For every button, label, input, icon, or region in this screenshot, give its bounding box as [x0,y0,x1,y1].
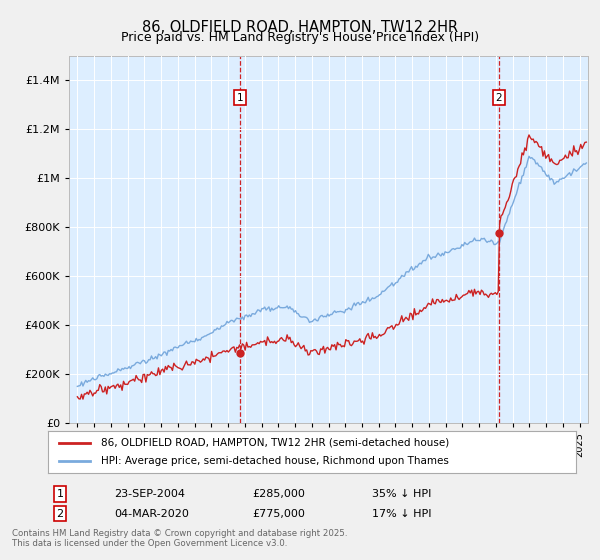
Text: 1: 1 [237,92,244,102]
Text: 35% ↓ HPI: 35% ↓ HPI [372,489,431,499]
Text: 2: 2 [56,508,64,519]
Text: 86, OLDFIELD ROAD, HAMPTON, TW12 2HR: 86, OLDFIELD ROAD, HAMPTON, TW12 2HR [142,20,458,35]
Text: Contains HM Land Registry data © Crown copyright and database right 2025.
This d: Contains HM Land Registry data © Crown c… [12,529,347,548]
Text: 04-MAR-2020: 04-MAR-2020 [114,508,189,519]
Text: £285,000: £285,000 [252,489,305,499]
Text: 86, OLDFIELD ROAD, HAMPTON, TW12 2HR (semi-detached house): 86, OLDFIELD ROAD, HAMPTON, TW12 2HR (se… [101,438,449,448]
Text: 1: 1 [56,489,64,499]
Text: 17% ↓ HPI: 17% ↓ HPI [372,508,431,519]
Text: HPI: Average price, semi-detached house, Richmond upon Thames: HPI: Average price, semi-detached house,… [101,456,449,466]
Text: £775,000: £775,000 [252,508,305,519]
Text: 23-SEP-2004: 23-SEP-2004 [114,489,185,499]
Text: 2: 2 [496,92,502,102]
Text: Price paid vs. HM Land Registry's House Price Index (HPI): Price paid vs. HM Land Registry's House … [121,31,479,44]
